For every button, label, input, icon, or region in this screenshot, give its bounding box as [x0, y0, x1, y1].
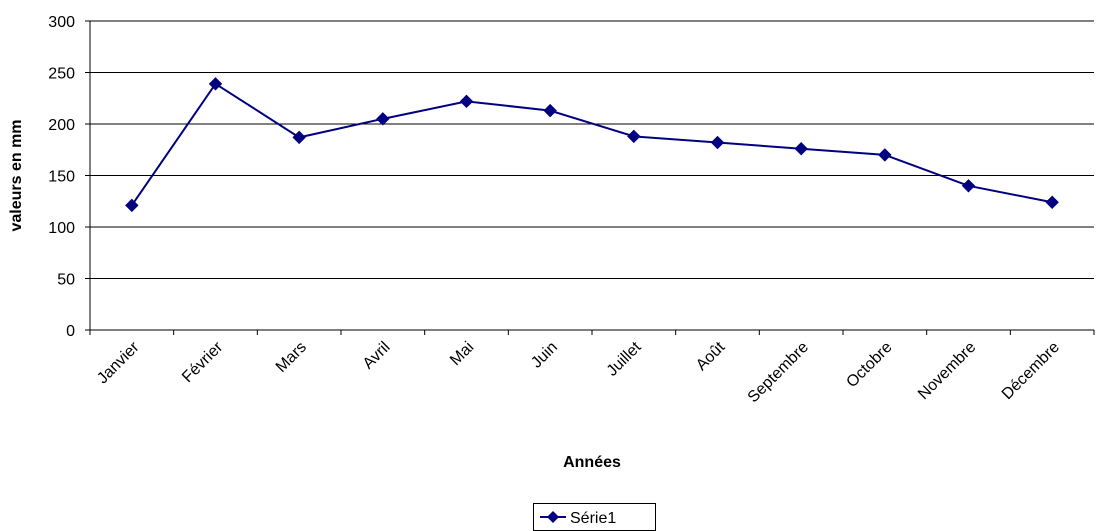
data-point — [208, 77, 223, 91]
data-point — [543, 103, 557, 118]
y-tick-label: 200 — [48, 117, 75, 134]
data-point — [376, 112, 390, 126]
data-point — [292, 130, 306, 145]
x-tick-label: Juillet — [604, 338, 645, 379]
legend-label: Série1 — [570, 510, 616, 527]
y-axis-title: valeurs en mm — [8, 119, 25, 231]
y-tick-label: 300 — [48, 14, 75, 31]
series — [125, 77, 1059, 213]
y-tick-labels: 0 50 100 150 200 250 300 — [48, 14, 75, 340]
data-point — [627, 129, 641, 144]
x-tick-label: Mars — [273, 339, 310, 376]
data-point — [125, 198, 139, 213]
legend-marker-icon — [547, 511, 559, 523]
legend: Série1 — [533, 503, 656, 531]
x-tick-label: Mai — [447, 339, 477, 369]
x-tick-label: Août — [693, 338, 729, 374]
x-tick-label: Octobre — [843, 339, 895, 391]
x-axis-title: Années — [563, 454, 621, 471]
data-point — [459, 94, 474, 109]
y-tick-label: 50 — [57, 272, 75, 289]
data-point — [878, 148, 892, 162]
x-tick-label: Avril — [360, 339, 394, 373]
x-tick-label: Septembre — [745, 339, 812, 406]
data-point — [794, 142, 808, 156]
data-point — [961, 179, 976, 193]
x-tick-label: Janvier — [94, 338, 143, 387]
data-point — [1045, 195, 1059, 209]
y-tick-label: 100 — [48, 220, 75, 237]
x-tick-label: Décembre — [999, 339, 1063, 403]
y-tick-label: 150 — [48, 169, 75, 186]
x-tick-label: Juin — [528, 339, 561, 372]
x-tick-labels: Janvier Février Mars Avril Mai Juin Juillet Aoû… — [94, 338, 1063, 406]
y-tick-label: 0 — [66, 323, 75, 340]
series-line — [131, 82, 1053, 206]
data-point — [710, 135, 725, 150]
axes — [85, 20, 1095, 335]
x-tick-label: Novembre — [915, 339, 979, 403]
x-tick-label: Février — [179, 338, 227, 386]
y-tick-label: 250 — [48, 66, 75, 83]
